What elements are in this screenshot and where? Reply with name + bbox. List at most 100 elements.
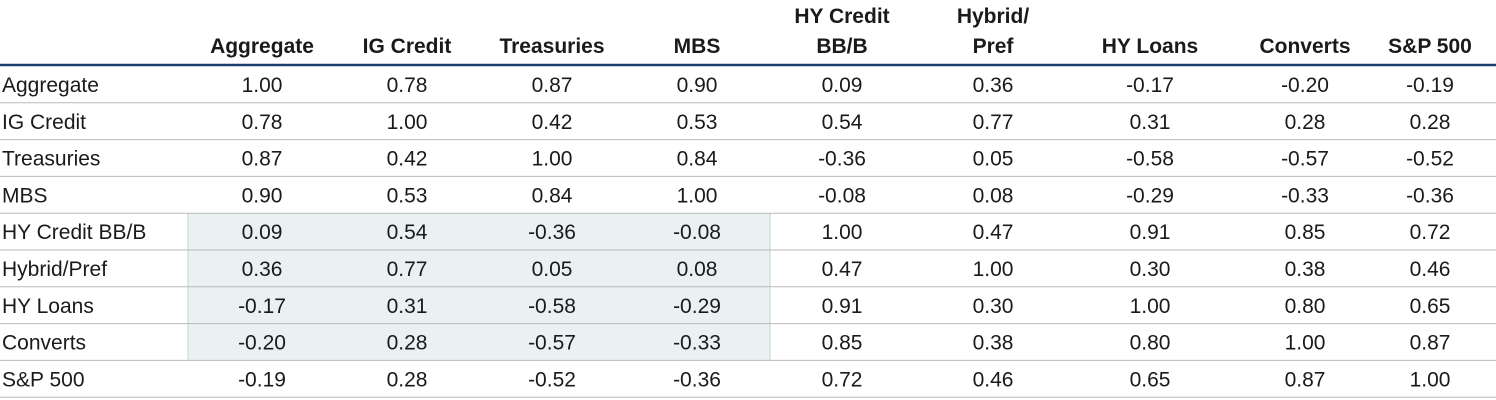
correlation-cell: 0.80 [1285,295,1326,318]
correlation-cell: 0.46 [973,368,1014,391]
correlation-cell: 0.65 [1410,295,1451,318]
row-label: IG Credit [2,111,86,134]
correlation-cell: 0.84 [532,184,573,207]
correlation-cell: -0.19 [1406,74,1454,97]
correlation-cell: 0.87 [1410,332,1451,355]
correlation-cell: -0.33 [1281,184,1329,207]
correlation-cell: -0.20 [1281,74,1329,97]
correlation-cell: -0.52 [528,368,576,391]
row-label: Treasuries [2,148,100,171]
correlation-cell: 0.05 [532,258,573,281]
row-label: HY Credit BB/B [2,221,146,244]
row-label: MBS [2,184,48,207]
correlation-cell: 1.00 [973,258,1014,281]
correlation-cell: -0.29 [1126,184,1174,207]
correlation-cell: 0.36 [242,258,283,281]
correlation-cell: 0.36 [973,74,1014,97]
correlation-cell: 0.47 [973,221,1014,244]
correlation-cell: -0.20 [238,332,286,355]
correlation-cell: -0.57 [1281,148,1329,171]
correlation-cell: 0.30 [1130,258,1171,281]
column-header: Hybrid/ [957,5,1030,28]
correlation-cell: 0.47 [822,258,863,281]
correlation-cell: -0.57 [528,332,576,355]
correlation-cell: 1.00 [532,148,573,171]
correlation-cell: 0.78 [242,111,283,134]
correlation-cell: 0.90 [242,184,283,207]
correlation-cell: 0.72 [1410,221,1451,244]
correlation-cell: -0.33 [673,332,721,355]
correlation-cell: 0.46 [1410,258,1451,281]
column-header: Converts [1259,35,1350,58]
correlation-cell: -0.58 [528,295,576,318]
correlation-cell: 0.77 [387,258,428,281]
correlation-cell: -0.52 [1406,148,1454,171]
correlation-cell: 0.85 [1285,221,1326,244]
correlation-cell: 0.54 [822,111,863,134]
column-header: Pref [973,35,1015,58]
correlation-cell: 0.05 [973,148,1014,171]
correlation-cell: 0.08 [677,258,718,281]
correlation-cell: -0.36 [1406,184,1454,207]
correlation-cell: 0.54 [387,221,428,244]
column-header: Aggregate [210,35,314,58]
correlation-cell: 0.28 [387,332,428,355]
correlation-cell: 0.28 [1410,111,1451,134]
correlation-cell: 0.87 [242,148,283,171]
correlation-cell: -0.08 [673,221,721,244]
correlation-cell: -0.29 [673,295,721,318]
correlation-cell: 1.00 [1410,368,1451,391]
correlation-cell: 0.42 [387,148,428,171]
column-header: S&P 500 [1388,35,1472,58]
correlation-cell: 0.90 [677,74,718,97]
correlation-cell: 0.38 [1285,258,1326,281]
correlation-cell: -0.17 [238,295,286,318]
correlation-cell: 0.77 [973,111,1014,134]
correlation-cell: 0.91 [1130,221,1171,244]
correlation-cell: -0.58 [1126,148,1174,171]
correlation-cell: 1.00 [387,111,428,134]
correlation-cell: 0.28 [1285,111,1326,134]
correlation-cell: 0.87 [532,74,573,97]
column-header: MBS [674,35,721,58]
correlation-cell: -0.17 [1126,74,1174,97]
correlation-cell: 1.00 [1130,295,1171,318]
correlation-cell: 0.28 [387,368,428,391]
correlation-cell: 0.72 [822,368,863,391]
correlation-cell: 1.00 [242,74,283,97]
row-label: Hybrid/Pref [2,258,107,281]
correlation-cell: 0.38 [973,332,1014,355]
correlation-cell: 0.78 [387,74,428,97]
correlation-cell: -0.36 [818,148,866,171]
correlation-cell: -0.08 [818,184,866,207]
correlation-cell: 0.09 [822,74,863,97]
correlation-cell: 0.87 [1285,368,1326,391]
correlation-cell: 0.09 [242,221,283,244]
column-header: HY Loans [1102,35,1198,58]
correlation-cell: 0.53 [387,184,428,207]
correlation-cell: 0.65 [1130,368,1171,391]
correlation-cell: 0.08 [973,184,1014,207]
column-header: IG Credit [363,35,452,58]
correlation-cell: 0.80 [1130,332,1171,355]
correlation-cell: 0.31 [1130,111,1171,134]
correlation-cell: 1.00 [677,184,718,207]
correlation-cell: 0.84 [677,148,718,171]
row-label: S&P 500 [2,368,85,391]
column-header: Treasuries [499,35,604,58]
correlation-cell: 0.42 [532,111,573,134]
row-label: Converts [2,332,86,355]
column-header: BB/B [816,35,867,58]
correlation-cell: 0.85 [822,332,863,355]
correlation-cell: 1.00 [822,221,863,244]
correlation-cell: 0.53 [677,111,718,134]
column-header: HY Credit [794,5,889,28]
correlation-cell: 1.00 [1285,332,1326,355]
correlation-cell: 0.30 [973,295,1014,318]
row-label: Aggregate [2,74,99,97]
correlation-cell: 0.91 [822,295,863,318]
row-label: HY Loans [2,295,94,318]
correlation-cell: -0.36 [528,221,576,244]
correlation-cell: -0.36 [673,368,721,391]
